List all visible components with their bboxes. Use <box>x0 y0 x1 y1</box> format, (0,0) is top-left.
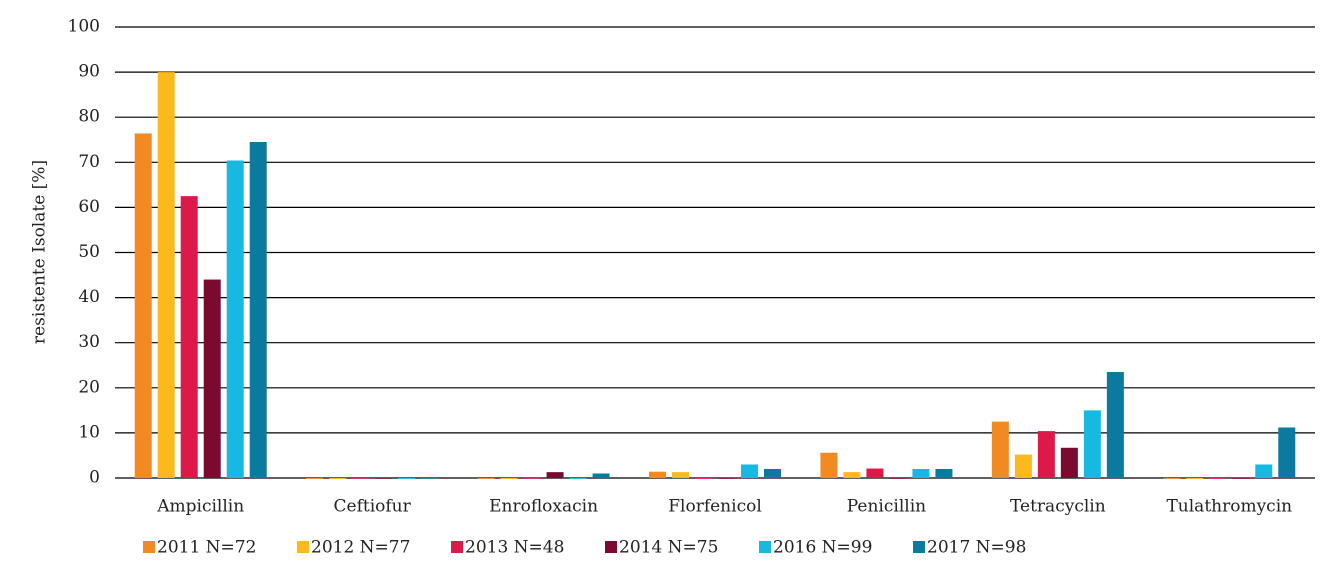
x-tick-label: Tulathromycin <box>1166 497 1292 517</box>
bar <box>546 472 564 478</box>
bar <box>523 478 541 479</box>
y-tick-label: 20 <box>78 377 100 397</box>
x-tick-label: Ceftiofur <box>334 497 412 517</box>
y-tick-label: 30 <box>78 332 100 352</box>
bar <box>718 478 735 479</box>
x-tick-label: Florfenicol <box>668 497 762 517</box>
bar <box>375 478 393 479</box>
bar <box>352 478 370 479</box>
bar <box>1060 447 1078 478</box>
y-tick-label: 80 <box>78 107 100 127</box>
x-tick-label: Enrofloxacin <box>489 497 598 517</box>
bar <box>741 464 758 478</box>
bar <box>1037 431 1055 478</box>
x-tick-label: Penicillin <box>847 497 926 517</box>
y-tick-label: 60 <box>78 197 100 217</box>
bar <box>1106 372 1124 478</box>
y-tick-label: 90 <box>78 62 100 82</box>
legend-label: 2014 N=75 <box>619 538 718 558</box>
legend-swatch <box>143 541 155 553</box>
bar <box>329 478 347 479</box>
legend-swatch <box>759 541 771 553</box>
x-tick-label: Ampicillin <box>156 497 244 517</box>
bar <box>1209 478 1227 479</box>
bar <box>1232 478 1250 479</box>
bar <box>398 478 416 479</box>
legend-label: 2016 N=99 <box>773 538 872 558</box>
bar <box>306 478 324 479</box>
y-tick-label: 10 <box>78 422 100 442</box>
legend-swatch <box>605 541 617 553</box>
bar <box>820 452 838 478</box>
bar <box>889 478 907 479</box>
bar <box>226 160 244 478</box>
bar <box>843 472 861 478</box>
legend-swatch <box>451 541 463 553</box>
legend-label: 2011 N=72 <box>157 538 256 558</box>
bar <box>249 142 267 478</box>
bar <box>569 478 587 479</box>
legend-label: 2013 N=48 <box>465 538 564 558</box>
y-tick-label: 50 <box>78 242 100 262</box>
bar <box>134 133 152 478</box>
bar <box>991 421 1009 478</box>
bar <box>1014 454 1032 478</box>
bar <box>592 473 610 478</box>
bar <box>1255 464 1273 478</box>
bar <box>695 478 712 479</box>
bar <box>764 468 781 478</box>
bar <box>157 72 175 478</box>
bar <box>1186 478 1204 479</box>
y-tick-label: 0 <box>89 468 100 488</box>
bar <box>1163 478 1181 479</box>
y-axis-label: resistente Isolate [%] <box>30 160 50 344</box>
bar <box>672 472 689 478</box>
bar <box>477 478 495 479</box>
bar <box>421 478 439 479</box>
bar <box>866 468 884 478</box>
y-tick-label: 70 <box>78 152 100 172</box>
bar <box>935 468 953 478</box>
legend-swatch <box>297 541 309 553</box>
bar <box>912 468 930 478</box>
y-tick-label: 100 <box>68 17 100 37</box>
y-tick-label: 40 <box>78 287 100 307</box>
bar <box>500 478 518 479</box>
bar <box>180 196 198 478</box>
bar <box>1083 410 1101 478</box>
bar <box>1278 427 1296 478</box>
bar <box>649 471 666 478</box>
legend-swatch <box>913 541 925 553</box>
x-tick-label: Tetracyclin <box>1010 497 1106 517</box>
legend-label: 2017 N=98 <box>927 538 1026 558</box>
legend-label: 2012 N=77 <box>311 538 410 558</box>
bar <box>203 279 221 478</box>
